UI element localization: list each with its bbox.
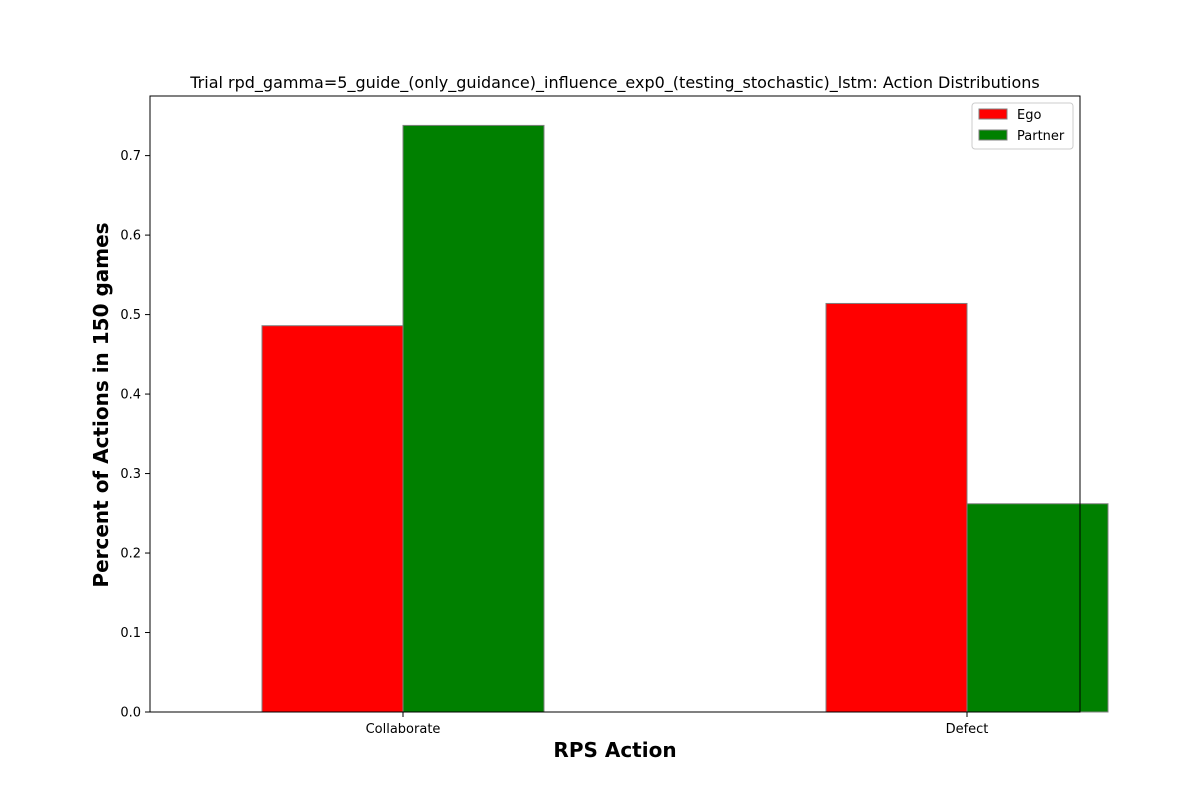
legend: Ego Partner	[971, 102, 1074, 150]
legend-label-partner: Partner	[1017, 129, 1065, 144]
x-axis-ticks: Collaborate Defect	[366, 712, 989, 737]
bar-ego-defect	[825, 302, 968, 713]
plot-frame	[149, 95, 1081, 713]
bars-group	[261, 124, 1109, 713]
y-axis-label: Percent of Actions in 150 games	[89, 222, 113, 587]
y-tick-label: 0.5	[120, 308, 141, 323]
y-axis-ticks: 0.0 0.1 0.2 0.3 0.4 0.5 0.6 0.7	[120, 149, 150, 721]
x-tick-label-collaborate: Collaborate	[366, 722, 441, 737]
legend-swatch-ego	[978, 108, 1008, 120]
y-tick-label: 0.0	[120, 706, 141, 721]
y-tick-label: 0.7	[120, 149, 141, 164]
x-tick-label-defect: Defect	[946, 722, 989, 737]
bar-ego-collaborate	[261, 325, 404, 713]
y-tick-label: 0.4	[120, 388, 141, 403]
bar-partner-defect	[966, 503, 1109, 713]
bar-partner-collaborate	[402, 124, 545, 713]
x-axis-label: RPS Action	[553, 738, 676, 762]
chart-title: Trial rpd_gamma=5_guide_(only_guidance)_…	[189, 73, 1039, 93]
y-tick-label: 0.2	[120, 547, 141, 562]
legend-swatch-partner	[978, 129, 1008, 141]
y-tick-label: 0.1	[120, 626, 141, 641]
y-tick-label: 0.6	[120, 229, 141, 244]
legend-label-ego: Ego	[1017, 108, 1041, 123]
y-tick-label: 0.3	[120, 467, 141, 482]
